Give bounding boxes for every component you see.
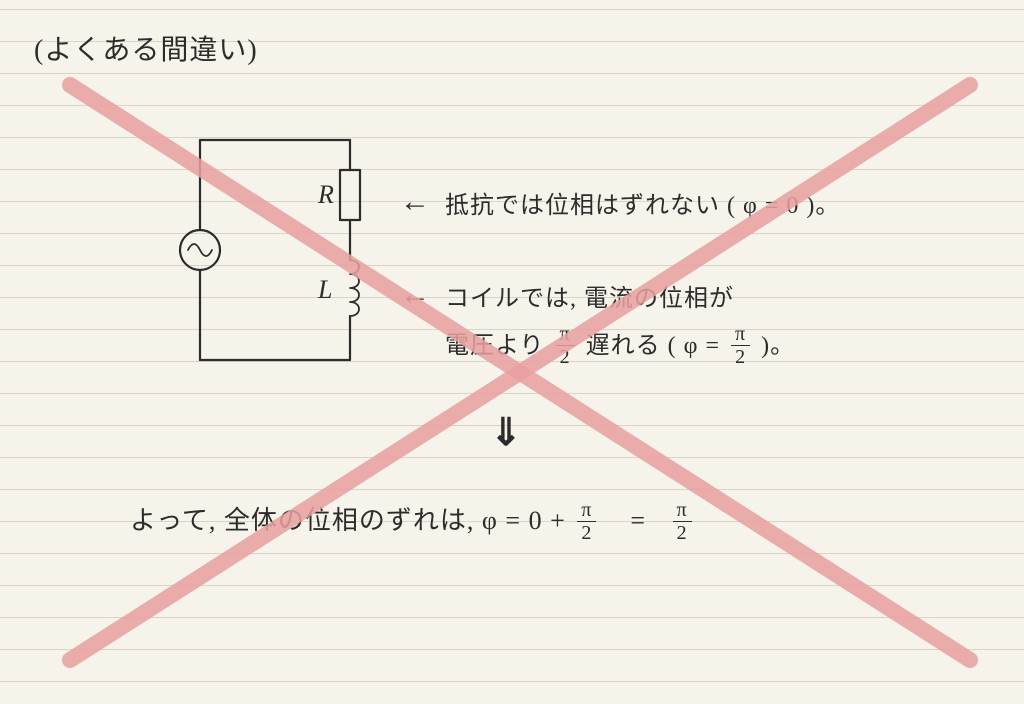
frac-num: π <box>556 324 575 346</box>
conclusion-frac-2: π 2 <box>673 500 692 543</box>
page-title: (よくある間違い) <box>34 28 258 68</box>
frac-den: 2 <box>581 522 592 543</box>
circuit-diagram <box>170 120 390 380</box>
fraction-pi-over-2-b: π 2 <box>731 324 750 367</box>
resistor-note: 抵抗では位相はずれない ( φ = 0 )。 <box>445 185 840 220</box>
fraction-pi-over-2: π 2 <box>556 324 575 367</box>
conclusion-line: よって, 全体の位相のずれは, φ = 0 + π 2 = π 2 <box>130 500 696 545</box>
inductor-note-2b: 遅れる ( φ = <box>586 333 720 359</box>
conclusion-b: = <box>630 506 646 535</box>
conclusion-a: よって, 全体の位相のずれは, φ = 0 + <box>130 506 566 535</box>
frac-num: π <box>673 500 692 522</box>
inductor-note-line1: コイルでは, 電流の位相が <box>445 278 734 313</box>
frac-den: 2 <box>677 522 688 543</box>
conclusion-frac-1: π 2 <box>577 500 596 543</box>
inductor-note-line2: 電圧より π 2 遅れる ( φ = π 2 )。 <box>445 325 795 369</box>
inductor-arrow-icon: ← <box>400 278 431 312</box>
frac-den: 2 <box>735 346 746 367</box>
frac-num: π <box>731 324 750 346</box>
resistor-label: R <box>318 180 334 210</box>
resistor-arrow-icon: ← <box>400 185 431 219</box>
page-content: (よくある間違い) R L ← 抵抗では位相はずれない ( φ = 0 )。 ←… <box>0 0 1024 704</box>
frac-den: 2 <box>560 346 571 367</box>
frac-num: π <box>577 500 596 522</box>
inductor-label: L <box>318 275 332 305</box>
implication-arrow-icon: ⇓ <box>490 410 523 455</box>
inductor-note-2c: )。 <box>761 333 795 359</box>
inductor-note-2a: 電圧より <box>445 333 545 359</box>
